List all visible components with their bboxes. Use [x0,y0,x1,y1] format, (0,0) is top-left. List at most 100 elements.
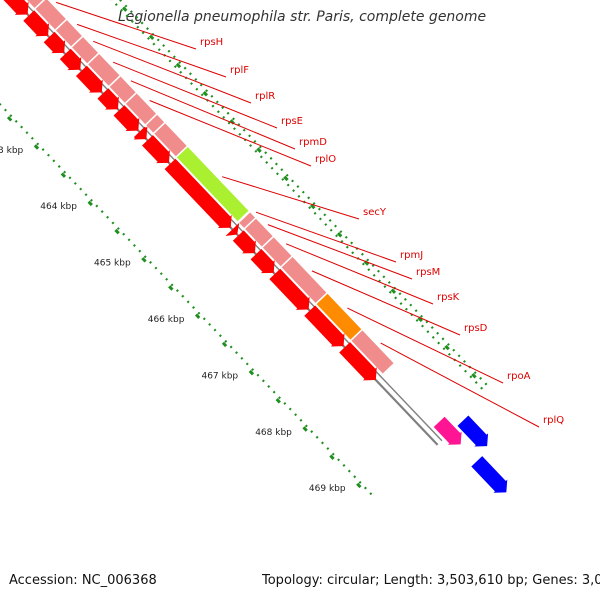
gene-feature-magenta[interactable] [433,416,462,445]
minor-tick [116,227,120,231]
gene-rpsK[interactable] [262,237,292,267]
cds-feature[interactable] [113,105,140,132]
gene-label-secY[interactable]: secY [363,207,387,218]
cds-rpmJ[interactable] [225,222,240,236]
gene-feature[interactable] [154,123,187,157]
major-tick [60,172,67,178]
major-tick [114,228,120,235]
topology-summary: Topology: circular; Length: 3,503,610 bp… [262,573,600,588]
minor-tick [307,196,311,200]
major-tick [329,454,335,460]
minor-tick [89,198,93,202]
gene-label-rpsH[interactable]: rpsH [200,37,223,48]
minor-tick [120,8,124,12]
gene-label-rpsM[interactable]: rpsM [416,267,440,278]
minor-tick [358,480,362,484]
gene-rplF[interactable] [35,0,66,30]
minor-tick [188,72,192,76]
gene-secY[interactable] [176,147,249,222]
gene-label-rpsE[interactable]: rpsE [281,116,303,127]
minor-tick [310,430,314,434]
gene-rpmD[interactable] [88,53,120,86]
minor-tick [399,302,403,305]
minor-tick [140,21,144,25]
cds-rpsM[interactable] [232,230,256,254]
label-leader-line [112,61,278,129]
minor-tick [292,189,296,193]
minor-tick [181,294,185,298]
minor-tick [394,296,398,300]
cds-rpsK[interactable] [250,249,275,274]
minor-tick [190,82,193,86]
gene-label-rplO[interactable]: rplO [315,154,336,165]
minor-tick [457,354,461,358]
minor-tick [130,20,134,23]
cds-rplQ[interactable] [339,342,377,381]
cds-rplR[interactable] [43,31,66,54]
minor-tick [437,341,441,345]
gene-label-rpoA[interactable]: rpoA [507,371,531,382]
gene-rplO[interactable] [109,76,136,103]
cds-rpmJ[interactable] [133,126,148,140]
minor-tick [141,31,145,35]
gene-label-rplF[interactable]: rplF [230,65,249,76]
gene-feature[interactable] [125,93,157,125]
minor-tick [321,441,324,445]
cds-feature[interactable] [142,135,170,164]
gene-feature-blue[interactable] [471,456,508,493]
minor-tick [335,234,339,238]
gene-rpoA[interactable] [316,293,362,340]
cds-rpoA[interactable] [304,305,345,347]
cds-rplF[interactable] [23,10,50,37]
gene-label-rpsD[interactable]: rpsD [464,323,488,334]
gene-label-rplR[interactable]: rplR [255,91,275,102]
minor-tick [222,115,226,119]
cds-rplO[interactable] [97,88,119,110]
cds-secY[interactable] [164,158,232,229]
minor-tick [200,93,204,97]
minor-tick [387,281,391,284]
minor-tick [269,156,273,160]
minor-tick [227,121,231,125]
major-tick [283,175,289,182]
gene-rpmJ[interactable] [146,114,165,133]
minor-tick [242,128,246,132]
minor-tick [208,322,212,326]
cds-rpmD[interactable] [75,65,103,93]
gene-rpsD[interactable] [281,257,327,303]
label-leader-line [267,224,413,280]
gene-label-rpsK[interactable]: rpsK [437,292,460,303]
minor-tick [473,371,477,375]
minor-tick [119,0,123,2]
minor-tick [202,317,206,321]
scale-tick-label: 469 kbp [309,484,346,494]
minor-tick [154,266,158,270]
minor-tick [350,241,354,245]
accession-label: Accession: NC_006368 [9,573,157,588]
gene-label-rpmD[interactable]: rpmD [299,137,327,148]
gene-label-rplQ[interactable]: rplQ [543,415,564,426]
cds-rpsH[interactable] [0,0,29,15]
gene-label-rpmJ[interactable]: rpmJ [400,250,423,261]
minor-tick [308,206,312,210]
gene-rplQ[interactable] [351,330,394,374]
major-tick [248,369,255,376]
minor-tick [283,401,287,405]
minor-tick [127,238,131,242]
minor-tick [170,283,174,287]
gene-rpmJ[interactable] [239,212,255,228]
gene-rpsE[interactable] [72,37,99,64]
minor-tick [344,235,348,239]
gene-rpsM[interactable] [245,218,273,247]
minor-tick [245,362,249,366]
gene-rplR[interactable] [56,20,82,47]
minor-tick [106,215,110,219]
minor-tick [167,49,171,53]
gene-feature-blue[interactable] [457,415,489,447]
minor-tick [210,94,214,98]
minor-tick [304,424,308,428]
cds-rpsD[interactable] [269,268,310,310]
major-tick [444,344,450,351]
cds-rpsE[interactable] [59,48,82,71]
